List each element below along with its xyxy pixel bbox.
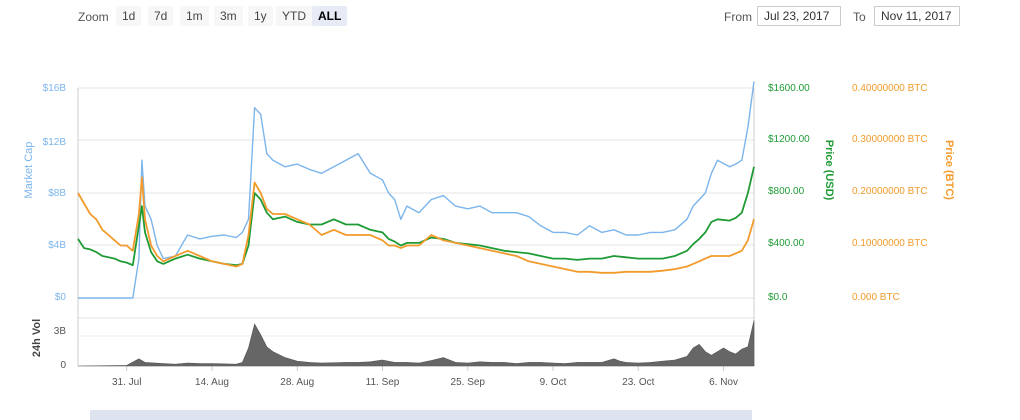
volume-pane-frame bbox=[77, 317, 755, 367]
navigator-track[interactable] bbox=[90, 410, 752, 420]
zoom-1m-button[interactable]: 1m bbox=[180, 6, 209, 26]
x-tick-label-3: 11. Sep bbox=[366, 377, 400, 388]
x-tick-label-6: 23. Oct bbox=[622, 377, 654, 388]
x-tick-label-5: 9. Oct bbox=[540, 377, 567, 388]
market-cap-tick-0: $0 bbox=[55, 292, 67, 303]
zoom-3m-button[interactable]: 3m bbox=[214, 6, 243, 26]
to-date-input[interactable] bbox=[874, 6, 960, 26]
24h-vol-area bbox=[77, 320, 755, 367]
from-label: From bbox=[724, 10, 752, 24]
market-cap-axis-title: Market Cap bbox=[23, 142, 35, 199]
price-btc-tick-010: 0.10000000 BTC bbox=[852, 238, 928, 249]
x-axis-ticks: 31. Jul 14. Aug 28. Aug 11. Sep 25. Sep 9. Oc… bbox=[112, 366, 738, 388]
axis-labels: Market Cap Price (USD) Price (BTC) 24h V… bbox=[23, 83, 955, 371]
x-tick-label-2: 28. Aug bbox=[280, 377, 314, 388]
price-btc-line bbox=[77, 176, 755, 274]
zoom-ytd-button[interactable]: YTD bbox=[276, 6, 312, 26]
x-tick-label-4: 25. Sep bbox=[451, 377, 486, 388]
price-btc-tick-000: 0.000 BTC bbox=[852, 292, 900, 303]
market-cap-line bbox=[78, 81, 755, 299]
zoom-1d-button[interactable]: 1d bbox=[116, 6, 142, 26]
zoom-all-button[interactable]: ALL bbox=[312, 6, 348, 26]
price-series-group bbox=[77, 81, 755, 299]
price-btc-tick-040: 0.40000000 BTC bbox=[852, 83, 928, 94]
zoom-label: Zoom bbox=[78, 10, 109, 24]
price-usd-tick-400: $400.00 bbox=[768, 238, 805, 249]
to-label: To bbox=[853, 10, 866, 24]
from-date-input[interactable] bbox=[757, 6, 841, 26]
zoom-7d-button[interactable]: 7d bbox=[148, 6, 174, 26]
volume-series-group bbox=[77, 320, 755, 367]
price-btc-tick-030: 0.30000000 BTC bbox=[852, 134, 928, 145]
volume-tick-0: 0 bbox=[60, 360, 66, 371]
price-usd-tick-800: $800.00 bbox=[768, 186, 805, 197]
navigator[interactable] bbox=[90, 410, 752, 420]
price-usd-axis-title: Price (USD) bbox=[823, 140, 835, 201]
zoom-1y-button[interactable]: 1y bbox=[248, 6, 273, 26]
volume-axis-title: 24h Vol bbox=[31, 319, 43, 357]
price-usd-tick-1600: $1600.00 bbox=[768, 83, 810, 94]
market-cap-tick-4b: $4B bbox=[48, 240, 66, 251]
x-tick-label-7: 6. Nov bbox=[709, 377, 738, 388]
price-usd-tick-0: $0.0 bbox=[768, 292, 788, 303]
volume-tick-3b: 3B bbox=[54, 326, 67, 337]
price-usd-tick-1200: $1200.00 bbox=[768, 134, 810, 145]
market-cap-tick-12b: $12B bbox=[43, 137, 67, 148]
price-usd-line bbox=[77, 166, 755, 267]
market-cap-tick-8b: $8B bbox=[48, 188, 66, 199]
price-btc-axis-title: Price (BTC) bbox=[943, 140, 955, 200]
price-btc-tick-020: 0.20000000 BTC bbox=[852, 186, 928, 197]
chart-grid bbox=[77, 87, 755, 367]
chart-toolbar: Zoom 1d 7d 1m 3m 1y YTD ALL From To bbox=[0, 0, 1020, 36]
x-tick-label-1: 14. Aug bbox=[195, 377, 229, 388]
market-cap-tick-16b: $16B bbox=[43, 83, 67, 94]
x-tick-label-0: 31. Jul bbox=[112, 377, 141, 388]
